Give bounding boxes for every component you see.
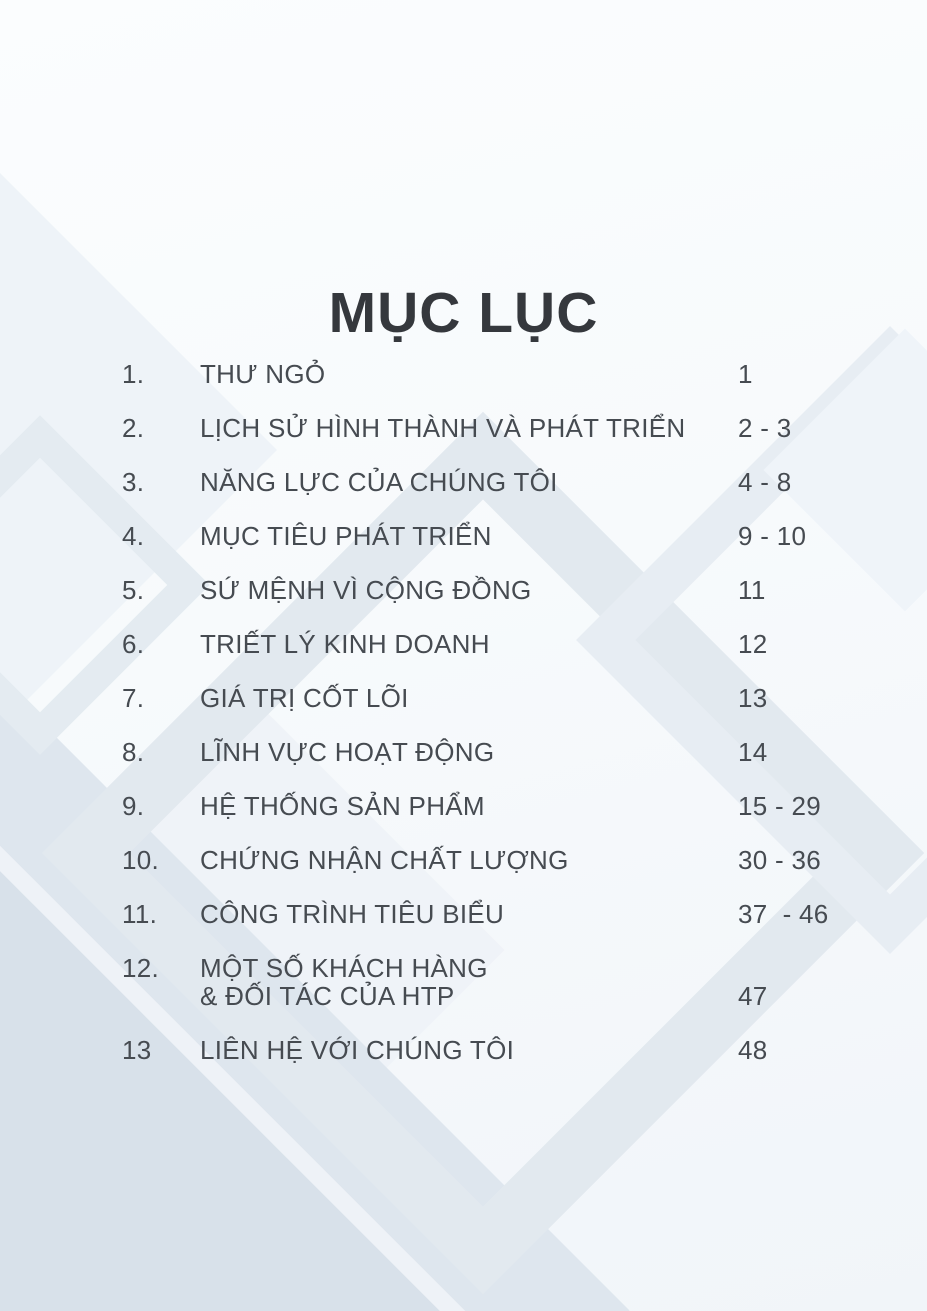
toc-item-title: HỆ THỐNG SẢN PHẨM — [200, 791, 485, 821]
toc-item-number: 12. — [122, 953, 160, 983]
toc-item-number: 9. — [122, 791, 145, 821]
page-title: MỤC LỤC — [328, 281, 599, 346]
toc-item-number: 6. — [122, 629, 145, 659]
toc-item-number: 8. — [122, 737, 145, 767]
toc-item-title: GIÁ TRỊ CỐT LÕI — [200, 683, 409, 713]
toc-row: 9. HỆ THỐNG SẢN PHẨM 15 - 29 — [0, 792, 927, 846]
toc-item-title: LĨNH VỰC HOẠT ĐỘNG — [200, 737, 495, 767]
toc-row: 10. CHỨNG NHẬN CHẤT LƯỢNG 30 - 36 — [0, 846, 927, 900]
toc-item-number: 10. — [122, 845, 160, 875]
toc-item-title: MỤC TIÊU PHÁT TRIỂN — [200, 521, 492, 551]
toc-item-title: TRIẾT LÝ KINH DOANH — [200, 629, 490, 659]
toc-item-pages: 9 - 10 — [738, 521, 807, 551]
toc-item-number: 3. — [122, 467, 145, 497]
toc-item-pages: 37 - 46 — [738, 899, 829, 929]
toc-item-title: NĂNG LỰC CỦA CHÚNG TÔI — [200, 467, 558, 497]
toc-row: 2. LỊCH SỬ HÌNH THÀNH VÀ PHÁT TRIỂN 2 - … — [0, 414, 927, 468]
toc-row: 7. GIÁ TRỊ CỐT LÕI 13 — [0, 684, 927, 738]
toc-list: 1. THƯ NGỎ 1 2. LỊCH SỬ HÌNH THÀNH VÀ PH… — [0, 360, 927, 1090]
toc-item-number: 13 — [122, 1035, 152, 1065]
toc-item-number: 1. — [122, 359, 145, 389]
toc-item-title: LỊCH SỬ HÌNH THÀNH VÀ PHÁT TRIỂN — [200, 413, 686, 443]
toc-row: 3. NĂNG LỰC CỦA CHÚNG TÔI 4 - 8 — [0, 468, 927, 522]
toc-row: 4. MỤC TIÊU PHÁT TRIỂN 9 - 10 — [0, 522, 927, 576]
toc-item-pages: 12 — [738, 629, 768, 659]
toc-row: 8. LĨNH VỰC HOẠT ĐỘNG 14 — [0, 738, 927, 792]
toc-item-pages: 47 — [738, 981, 768, 1011]
toc-item-number: 5. — [122, 575, 145, 605]
toc-item-pages: 48 — [738, 1035, 768, 1065]
toc-item-number: 7. — [122, 683, 145, 713]
toc-row: 6. TRIẾT LÝ KINH DOANH 12 — [0, 630, 927, 684]
toc-item-pages: 4 - 8 — [738, 467, 792, 497]
toc-item-pages: 14 — [738, 737, 768, 767]
toc-item-title: LIÊN HỆ VỚI CHÚNG TÔI — [200, 1035, 515, 1065]
toc-item-pages: 1 — [738, 359, 753, 389]
toc-item-pages: 2 - 3 — [738, 413, 792, 443]
toc-item-number: 11. — [122, 899, 158, 929]
toc-item-number: 4. — [122, 521, 145, 551]
toc-item-number: 2. — [122, 413, 145, 443]
toc-row: 1. THƯ NGỎ 1 — [0, 360, 927, 414]
toc-item-title: SỨ MỆNH VÌ CỘNG ĐỒNG — [200, 575, 532, 605]
toc-item-title: CHỨNG NHẬN CHẤT LƯỢNG — [200, 845, 569, 875]
toc-item-pages: 13 — [738, 683, 768, 713]
toc-row: 5. SỨ MỆNH VÌ CỘNG ĐỒNG 11 — [0, 576, 927, 630]
toc-row: 11. CÔNG TRÌNH TIÊU BIỂU 37 - 46 — [0, 900, 927, 954]
toc-item-pages: 11 — [738, 575, 766, 605]
toc-row: 12. MỘT SỐ KHÁCH HÀNG & ĐỐI TÁC CỦA HTP … — [0, 954, 927, 1010]
toc-row: 13 LIÊN HỆ VỚI CHÚNG TÔI 48 — [0, 1036, 927, 1090]
toc-item-title: MỘT SỐ KHÁCH HÀNG & ĐỐI TÁC CỦA HTP — [200, 953, 488, 1011]
toc-item-pages: 30 - 36 — [738, 845, 822, 875]
toc-item-title: THƯ NGỎ — [200, 359, 326, 389]
toc-item-title: CÔNG TRÌNH TIÊU BIỂU — [200, 899, 505, 929]
toc-item-pages: 15 - 29 — [738, 791, 822, 821]
